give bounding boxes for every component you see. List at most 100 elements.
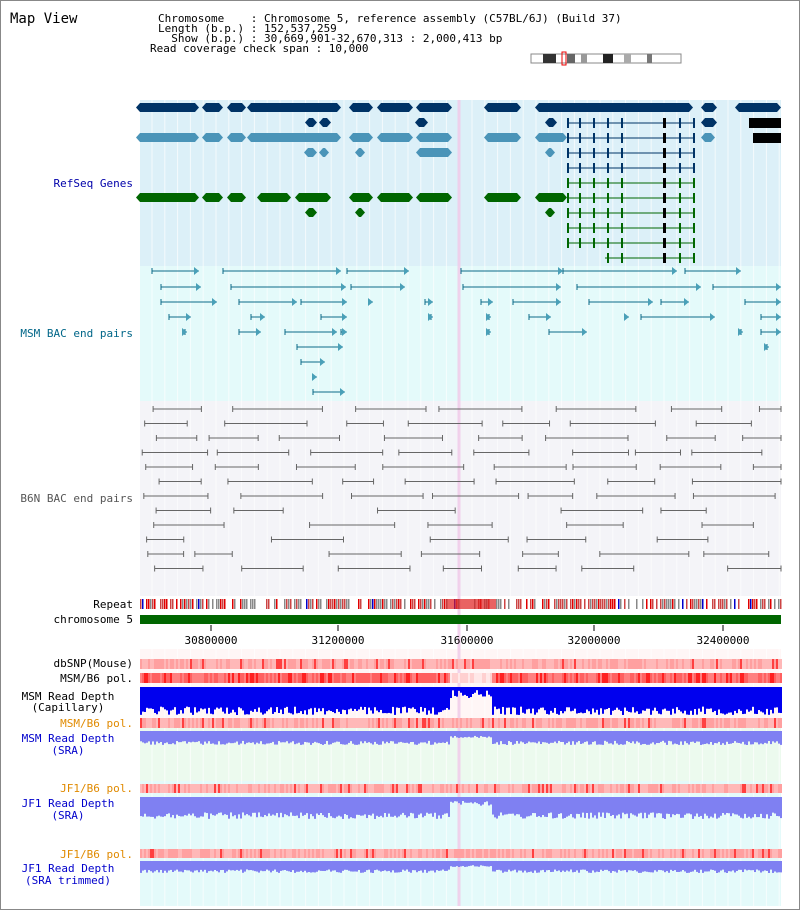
heat-cell (194, 718, 196, 728)
depth-bar (606, 687, 608, 710)
heat-cell (734, 849, 736, 858)
depth-bar (380, 797, 382, 816)
heat-cell (636, 718, 638, 728)
exon (607, 223, 609, 233)
exon (693, 223, 695, 233)
heat-cell (286, 784, 288, 793)
heat-cell (560, 784, 562, 793)
heat-cell (584, 718, 586, 728)
depth-bar (612, 797, 614, 815)
depth-bar (412, 861, 414, 871)
heat-cell (204, 784, 206, 793)
repeat-mark (196, 599, 198, 609)
depth-bar (436, 797, 438, 819)
depth-bar (626, 861, 628, 873)
repeat-mark (600, 599, 602, 609)
heat-cell (590, 784, 592, 793)
b6n-bac-label[interactable]: B6N BAC end pairs (20, 492, 133, 505)
heat-cell (650, 659, 652, 669)
depth-bar (474, 731, 476, 736)
heat-cell (216, 718, 218, 728)
heat-cell (212, 718, 214, 728)
heat-cell (478, 784, 480, 793)
bac-end-marker (186, 313, 191, 321)
heat-cell (344, 718, 346, 728)
heat-cell (490, 718, 492, 728)
depth-bar (336, 797, 338, 817)
heat-cell (298, 673, 300, 683)
depth-bar (270, 861, 272, 873)
depth-bar (710, 687, 712, 709)
heat-cell (516, 673, 518, 683)
depth-bar (312, 687, 314, 715)
heat-cell (352, 673, 354, 683)
refseq-genes-label[interactable]: RefSeq Genes (53, 177, 133, 190)
heat-cell (258, 849, 260, 858)
heat-cell (244, 718, 246, 728)
depth-bar (220, 731, 222, 745)
heat-cell (474, 718, 476, 728)
heat-cell (766, 659, 768, 669)
heat-cell (482, 849, 484, 858)
depth-bar (226, 731, 228, 744)
depth-bar (514, 797, 516, 816)
heat-cell (574, 849, 576, 858)
heat-cell (682, 659, 684, 669)
depth-bar (348, 687, 350, 710)
heat-cell (398, 659, 400, 669)
heat-cell (708, 784, 710, 793)
heat-cell (394, 784, 396, 793)
heat-cell (586, 849, 588, 858)
repeat-mark (212, 599, 214, 609)
heat-cell (750, 849, 752, 858)
exon (663, 253, 666, 263)
depth-bar (198, 797, 200, 818)
heat-cell (680, 673, 682, 683)
depth-bar (696, 861, 698, 872)
heat-cell (648, 673, 650, 683)
depth-bar (526, 687, 528, 710)
depth-bar (140, 731, 142, 742)
heat-cell (594, 673, 596, 683)
heat-cell (346, 718, 348, 728)
heat-cell (620, 718, 622, 728)
heat-cell (334, 784, 336, 793)
heat-cell (248, 673, 250, 683)
heat-cell (482, 659, 484, 669)
heat-cell (328, 784, 330, 793)
depth-bar (532, 731, 534, 743)
depth-bar (462, 687, 464, 696)
heat-cell (152, 673, 154, 683)
depth-bar (258, 687, 260, 708)
depth-bar (358, 861, 360, 871)
depth-bar (266, 687, 268, 712)
depth-bar (600, 687, 602, 709)
heat-cell (242, 659, 244, 669)
heat-cell (616, 784, 618, 793)
heat-cell (304, 784, 306, 793)
heat-cell (532, 659, 534, 669)
heat-cell (304, 673, 306, 683)
repeat-mark (554, 599, 556, 609)
heat-cell (344, 784, 346, 793)
heat-cell (394, 718, 396, 728)
heat-cell (444, 673, 446, 683)
depth-bar (356, 687, 358, 711)
depth-bar (328, 687, 330, 711)
depth-bar (612, 687, 614, 711)
depth-bar (160, 797, 162, 817)
repeat-mark (344, 599, 346, 609)
heat-cell (154, 784, 156, 793)
msm-bac-label[interactable]: MSM BAC end pairs (20, 327, 133, 340)
depth-bar (470, 687, 472, 698)
depth-bar (354, 861, 356, 872)
heat-cell (560, 659, 562, 669)
depth-bar (744, 687, 746, 714)
depth-bar (316, 731, 318, 743)
heat-cell (518, 659, 520, 669)
heat-cell (724, 673, 726, 683)
repeat-mark (384, 599, 386, 609)
depth-bar (344, 731, 346, 745)
repeat-mark (372, 599, 374, 609)
depth-bar (708, 797, 710, 819)
